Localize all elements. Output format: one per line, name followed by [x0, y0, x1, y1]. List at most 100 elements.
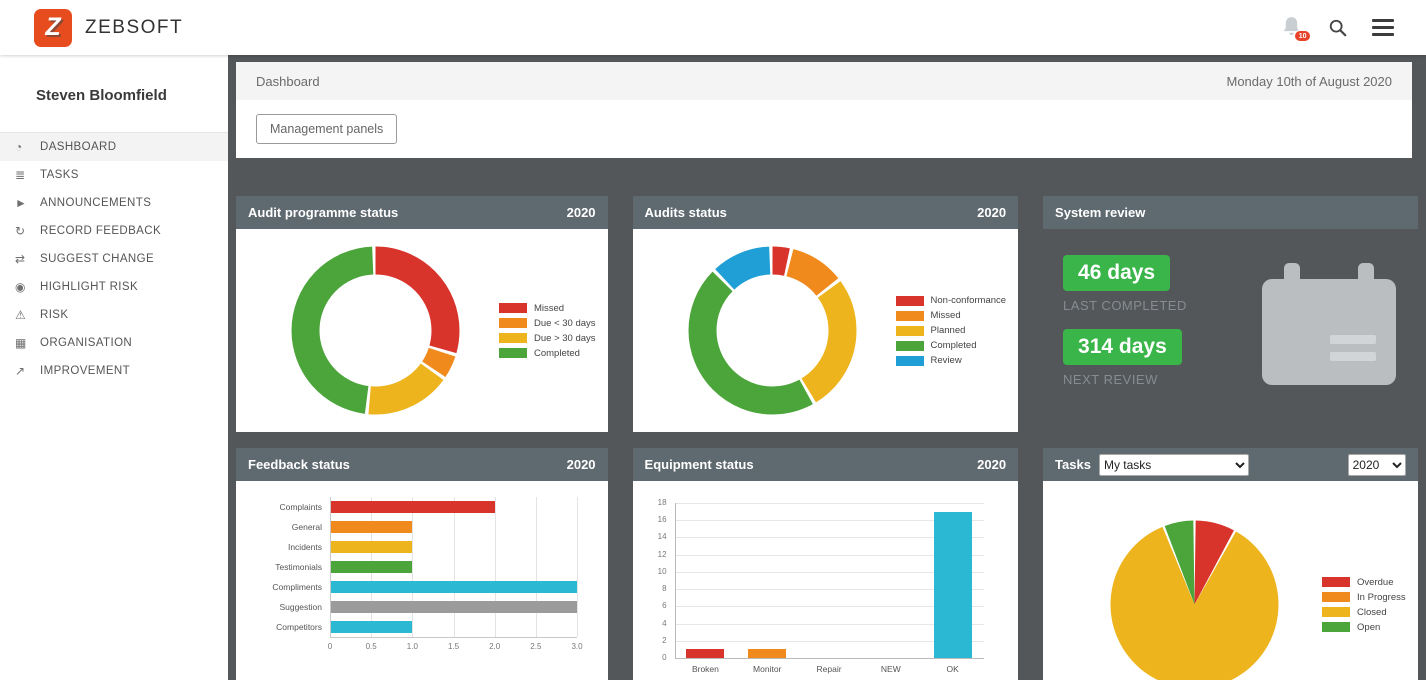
legend-swatch	[895, 355, 924, 366]
notification-badge: 10	[1294, 30, 1311, 42]
legend-label: Open	[1357, 621, 1381, 633]
last-completed-label: LAST COMPLETED	[1063, 298, 1187, 313]
menu-button[interactable]	[1372, 19, 1394, 36]
sidebar-item-organisation[interactable]: ▦ ORGANISATION	[0, 329, 228, 357]
legend-item: Open	[1322, 622, 1406, 633]
legend-item: Due > 30 days	[499, 333, 596, 344]
sidebar-item-risk[interactable]: ⚠ RISK	[0, 301, 228, 329]
panel-header: Equipment status 2020	[632, 448, 1019, 481]
sidebar-item-highlight-risk[interactable]: ◉ HIGHLIGHT RISK	[0, 273, 228, 301]
sidebar-item-label: DASHBOARD	[40, 141, 117, 153]
legend-item: Missed	[499, 303, 596, 314]
legend-label: Missed	[930, 310, 961, 321]
legend-label: Completed	[534, 347, 580, 359]
sidebar-item-label: IMPROVEMENT	[40, 365, 131, 377]
legend-item: Overdue	[1322, 577, 1406, 588]
calendar-icon	[1261, 263, 1396, 385]
refresh-icon: ↻	[15, 224, 26, 238]
legend-swatch	[895, 325, 924, 336]
sidebar-item-dashboard[interactable]: ◔ DASHBOARD	[0, 133, 228, 161]
search-icon	[1329, 19, 1347, 36]
brand-name: ZEBSOFT	[85, 16, 184, 38]
sidebar-item-record-feedback[interactable]: ↻ RECORD FEEDBACK	[0, 217, 228, 245]
tasks-year-select[interactable]: 2020	[1347, 453, 1406, 476]
management-panels-button[interactable]: Management panels	[256, 114, 398, 144]
panel-title: Audits status	[644, 205, 727, 220]
legend-label: Closed	[1357, 606, 1387, 618]
legend-swatch	[1322, 592, 1351, 602]
legend-item: Closed	[1322, 607, 1406, 618]
sidebar-item-label: TASKS	[40, 169, 79, 181]
sidebar-item-tasks[interactable]: ≣ TASKS	[0, 161, 228, 189]
sidebar-item-label: ORGANISATION	[40, 337, 133, 349]
panel-title: Equipment status	[644, 457, 754, 472]
panel-header: Tasks My tasks 2020	[1043, 448, 1418, 481]
sidebar-item-label: SUGGEST CHANGE	[40, 253, 155, 265]
search-button[interactable]	[1328, 18, 1348, 38]
breadcrumb-bar: Dashboard Monday 10th of August 2020	[236, 62, 1412, 100]
legend-swatch	[499, 333, 527, 343]
system-review-body: 46 days LAST COMPLETED 314 days NEXT REV…	[1043, 229, 1418, 432]
sidebar-item-improvement[interactable]: ↗ IMPROVEMENT	[0, 357, 228, 385]
sidebar-item-label: RISK	[40, 309, 69, 321]
legend-label: Overdue	[1357, 576, 1394, 588]
feedback-status-bar-chart: 0 0.5 1.0 1.5 2.0 2.5 3.0 Complaints General Inci…	[248, 493, 596, 657]
user-name: Steven Bloomfield	[36, 87, 167, 104]
toolbar: Management panels	[236, 100, 1412, 158]
legend-item: Review	[895, 355, 1007, 366]
sidebar-item-label: RECORD FEEDBACK	[40, 225, 162, 237]
legend-swatch	[499, 348, 527, 358]
next-review-label: NEXT REVIEW	[1063, 372, 1158, 387]
panel-header: System review	[1043, 196, 1418, 229]
sidebar-item-announcements[interactable]: ► ANNOUNCEMENTS	[0, 189, 228, 217]
sidebar-item-label: ANNOUNCEMENTS	[40, 197, 152, 209]
panel-feedback-status: Feedback status 2020 0 0.5 1.0 1.5 2.0 2.5 3.0…	[236, 448, 608, 680]
building-icon: ▦	[15, 336, 27, 350]
header-actions: 10	[1279, 15, 1426, 42]
legend-item: Non-conformance	[895, 295, 1007, 306]
main-content: Dashboard Monday 10th of August 2020 Man…	[228, 55, 1426, 680]
panel-year: 2020	[977, 205, 1007, 220]
tasks-filter-select[interactable]: My tasks	[1098, 453, 1249, 476]
legend-swatch	[1322, 577, 1351, 587]
panel-title: Audit programme status	[248, 205, 399, 220]
hamburger-icon	[1372, 19, 1394, 36]
sidebar: Steven Bloomfield ◔ DASHBOARD ≣ TASKS ► …	[0, 55, 228, 680]
notifications-button[interactable]: 10	[1279, 15, 1311, 42]
panel-system-review: System review 46 days LAST COMPLETED 314…	[1043, 196, 1418, 432]
legend-item: Completed	[499, 348, 596, 359]
legend-item: Missed	[895, 310, 1007, 321]
shuffle-icon: ⇄	[15, 252, 26, 266]
panel-title: Tasks	[1055, 457, 1091, 472]
dashboard-icon: ◔	[15, 140, 23, 154]
legend-label: Non-conformance	[930, 295, 1007, 306]
brand[interactable]: Z ZEBSOFT	[0, 8, 184, 47]
legend-swatch	[1322, 607, 1351, 617]
panel-year: 2020	[977, 457, 1007, 472]
date-display: Monday 10th of August 2020	[1226, 73, 1392, 89]
panels-grid: Audit programme status 2020 Missed Due < …	[236, 196, 1418, 680]
top-header: Z ZEBSOFT 10	[0, 0, 1426, 55]
tasks-icon: ≣	[15, 168, 26, 182]
panel-body: Non-conformance Missed Planned Completed Rev…	[633, 229, 1019, 432]
panel-audits-status: Audits status 2020 Non-conformance Missed…	[632, 196, 1019, 432]
audit-programme-legend: Missed Due < 30 days Due > 30 days Complete…	[499, 303, 596, 359]
legend-swatch	[895, 295, 924, 306]
legend-label: Completed	[930, 340, 977, 351]
last-completed-badge: 46 days	[1063, 255, 1171, 291]
logo-letter: Z	[45, 13, 61, 41]
panel-body: Overdue In Progress Closed Open	[1043, 481, 1418, 680]
legend-label: Due < 30 days	[534, 317, 596, 329]
target-icon: ◉	[15, 280, 26, 294]
breadcrumb: Dashboard	[256, 73, 320, 89]
legend-swatch	[499, 303, 527, 313]
panel-header: Audits status 2020	[632, 196, 1019, 229]
legend-label: Review	[930, 355, 962, 366]
legend-item: Due < 30 days	[499, 318, 596, 329]
sidebar-item-suggest-change[interactable]: ⇄ SUGGEST CHANGE	[0, 245, 228, 273]
sidebar-nav: ◔ DASHBOARD ≣ TASKS ► ANNOUNCEMENTS ↻ RE…	[0, 132, 228, 385]
legend-label: Missed	[534, 302, 565, 314]
legend-label: Due > 30 days	[534, 332, 596, 344]
zebsoft-logo-icon: Z	[34, 8, 72, 47]
legend-item: Completed	[895, 340, 1007, 351]
